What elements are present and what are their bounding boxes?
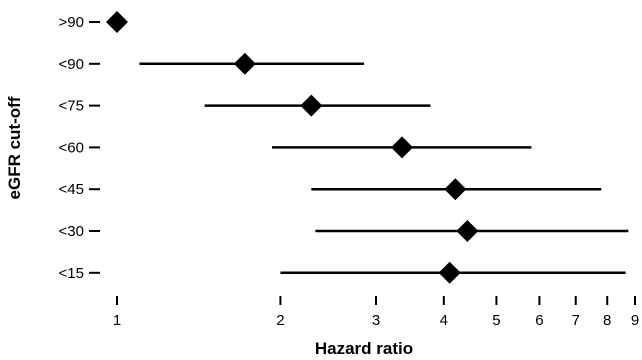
x-tick-label: 7 — [572, 312, 580, 329]
x-tick-label: 6 — [535, 312, 543, 329]
x-tick-label: 8 — [603, 312, 611, 329]
y-tick-label: <45 — [59, 181, 84, 198]
y-tick-label: <15 — [59, 265, 84, 282]
y-tick-label: <30 — [59, 223, 84, 240]
x-tick-label: 1 — [113, 312, 121, 329]
hazard-ratio-point — [391, 136, 414, 159]
hazard-ratio-point — [444, 178, 467, 201]
x-tick-label: 4 — [440, 312, 448, 329]
y-tick-label: <60 — [59, 139, 84, 156]
y-tick-label: <75 — [59, 98, 84, 115]
y-tick-label: >90 — [59, 14, 84, 31]
x-tick-label: 2 — [276, 312, 284, 329]
hazard-ratio-point — [300, 94, 323, 117]
y-tick-label: <90 — [59, 56, 84, 73]
plot-area: 1 2 3 4 5 6 7 8 9 >90 <90 <75 <60 <45 <30 <15 — [59, 11, 639, 329]
x-tick-label: 5 — [492, 312, 500, 329]
hazard-ratio-point — [456, 220, 479, 242]
hazard-ratio-point — [233, 52, 256, 75]
hazard-ratio-point — [106, 11, 128, 33]
y-axis-title: eGFR cut-off — [5, 96, 24, 199]
hazard-ratio-point — [438, 261, 461, 284]
x-axis-title: Hazard ratio — [315, 339, 413, 358]
x-tick-label: 9 — [631, 312, 639, 329]
x-tick-label: 3 — [372, 312, 380, 329]
